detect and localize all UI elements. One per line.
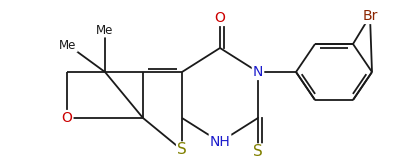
Text: S: S [177, 142, 187, 158]
Text: Me: Me [96, 24, 114, 37]
Text: S: S [253, 144, 263, 160]
Text: Me: Me [59, 39, 77, 51]
Text: O: O [62, 111, 72, 125]
Text: O: O [214, 11, 226, 25]
Text: NH: NH [210, 135, 230, 149]
Text: Br: Br [362, 9, 378, 23]
Text: N: N [253, 65, 263, 79]
